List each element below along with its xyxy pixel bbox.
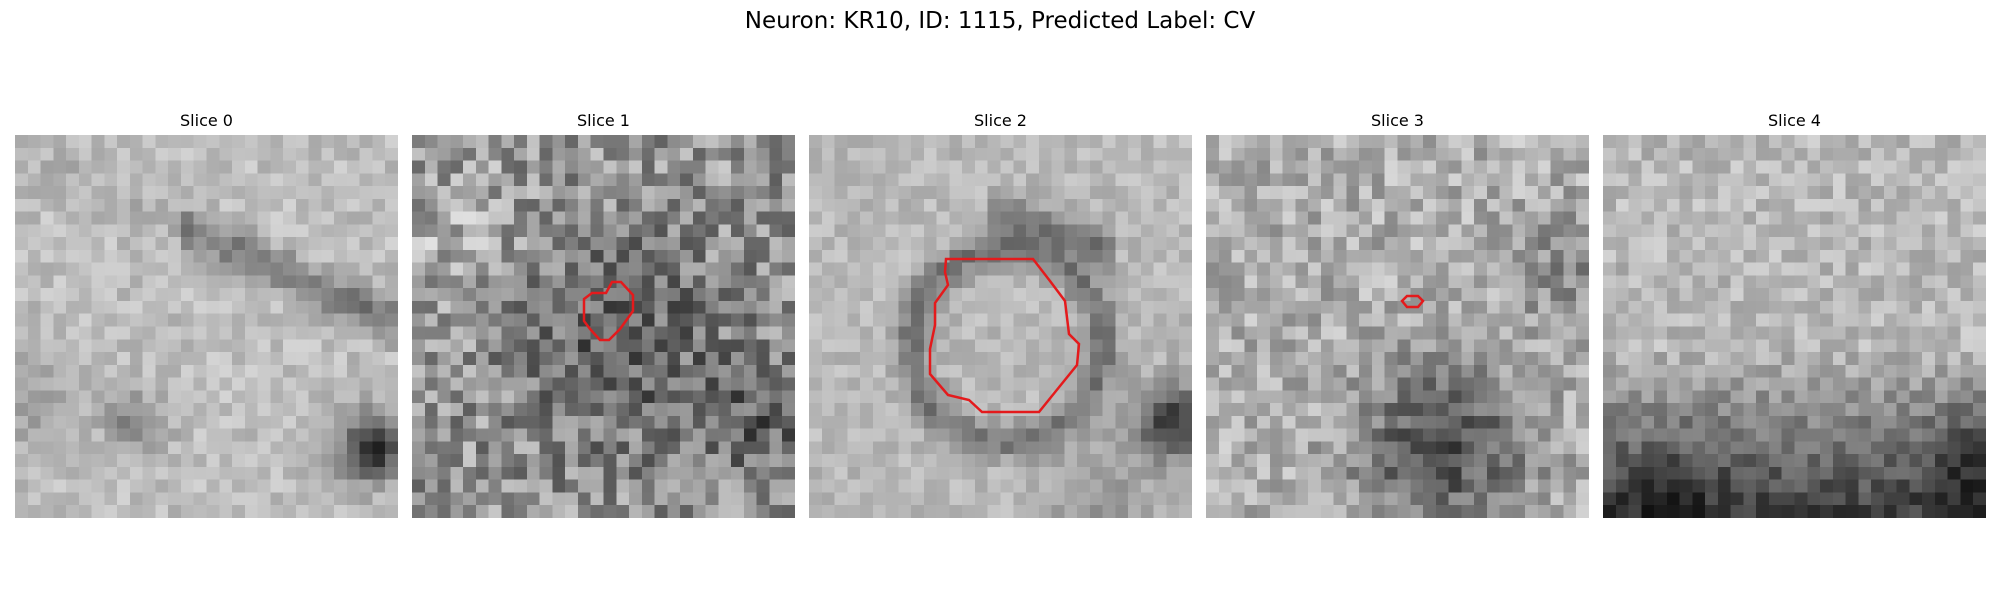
slice-panel-2: Slice 2 [809,110,1192,518]
slice-title: Slice 0 [180,111,233,130]
slice-title: Slice 1 [577,111,630,130]
slice-title: Slice 2 [974,111,1027,130]
slice-title: Slice 3 [1371,111,1424,130]
slice-panel-4: Slice 4 [1603,110,1986,518]
figure-title: Neuron: KR10, ID: 1115, Predicted Label:… [744,8,1256,34]
slice-panel-1: Slice 1 [412,110,795,518]
slice-panel-0: Slice 0 [15,110,398,518]
slice-panel-3: Slice 3 [1206,110,1589,518]
slice-image [1603,135,1986,518]
slice-image [412,135,795,518]
slice-image [15,135,398,518]
roi-contour [1400,294,1425,309]
roi-contour [582,280,635,342]
slice-image [809,135,1192,518]
roi-contour [928,257,1081,414]
slice-title: Slice 4 [1768,111,1821,130]
slice-image [1206,135,1589,518]
